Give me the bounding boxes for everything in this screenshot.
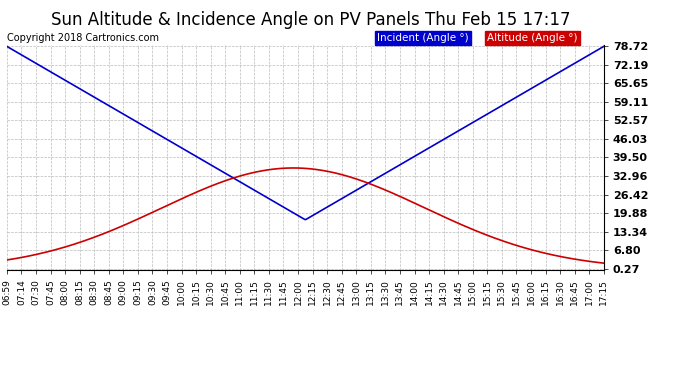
Text: Sun Altitude & Incidence Angle on PV Panels Thu Feb 15 17:17: Sun Altitude & Incidence Angle on PV Pan… [51, 11, 570, 29]
Text: Altitude (Angle °): Altitude (Angle °) [487, 33, 578, 43]
Text: Incident (Angle °): Incident (Angle °) [377, 33, 469, 43]
Text: Copyright 2018 Cartronics.com: Copyright 2018 Cartronics.com [7, 33, 159, 43]
